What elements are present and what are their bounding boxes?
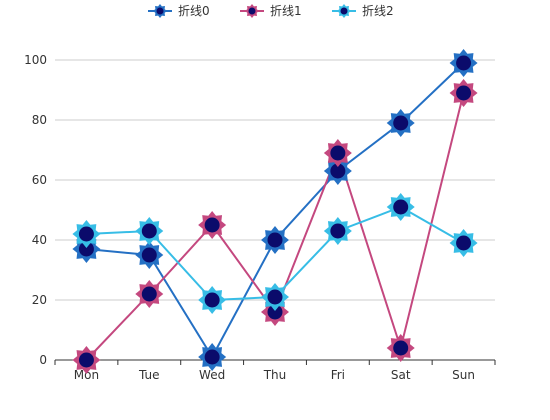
marker-core [456,235,472,251]
data-point[interactable] [386,193,415,221]
data-point[interactable] [72,220,101,248]
marker-core [267,304,283,320]
axes: 0 20 40 60 80 100 Mon Tue Wed Thu Fri Sat Sun [24,53,496,382]
legend-label: 折线1 [270,3,302,18]
data-point[interactable] [198,343,227,371]
marker-core [141,247,157,263]
data-point[interactable] [449,229,478,257]
data-point[interactable] [261,283,289,311]
marker-core [267,289,283,305]
marker-core [204,292,220,308]
x-tick-label: Wed [199,368,225,382]
data-point[interactable] [198,211,227,239]
y-tick-label: 60 [32,173,47,187]
legend: 折线0 折线1 折线2 [148,3,394,18]
y-tick-label: 0 [39,353,47,367]
marker-core [141,286,157,302]
marker-core [267,232,283,248]
data-point[interactable] [72,346,101,374]
legend-item[interactable]: 折线2 [332,3,394,18]
marker-core [330,145,346,161]
marker-core [141,223,157,239]
marker-core [204,217,220,233]
y-tick-label: 40 [32,233,47,247]
data-point[interactable] [135,217,164,245]
data-point[interactable] [198,286,227,314]
marker-core [456,55,472,71]
x-tick-label: Sun [452,368,475,382]
data-point[interactable] [323,217,352,245]
marker-core [456,85,472,101]
data-point[interactable] [323,139,352,167]
grid-lines [55,59,495,301]
data-point[interactable] [449,79,478,107]
data-point[interactable] [449,49,478,77]
marker-core [393,199,409,215]
y-tick-label: 100 [24,53,47,67]
marker-core [330,223,346,239]
marker-core [78,226,94,242]
x-tick-label: Mon [74,368,99,382]
marker-core [330,163,346,179]
legend-label: 折线0 [178,3,210,18]
legend-item[interactable]: 折线0 [148,3,210,18]
legend-marker-core [248,7,256,15]
data-point[interactable] [386,334,415,362]
legend-label: 折线2 [362,3,394,18]
x-tick-label: Thu [263,368,287,382]
x-tick-label: Sat [391,368,411,382]
marker-core [393,340,409,356]
marker-core [393,115,409,131]
marker-core [78,241,94,257]
marker-core [78,352,94,368]
data-point[interactable] [323,157,352,185]
data-point[interactable] [135,241,164,269]
series-markers [72,49,478,374]
legend-item[interactable]: 折线1 [240,3,302,18]
legend-marker-core [156,7,164,15]
legend-marker-core [340,7,348,15]
x-tick-label: Tue [138,368,160,382]
y-tick-label: 80 [32,113,47,127]
marker-core [204,349,220,365]
data-point[interactable] [261,226,289,254]
y-tick-label: 20 [32,293,47,307]
data-point[interactable] [135,280,164,308]
data-point[interactable] [386,109,415,137]
x-tick-label: Fri [331,368,345,382]
